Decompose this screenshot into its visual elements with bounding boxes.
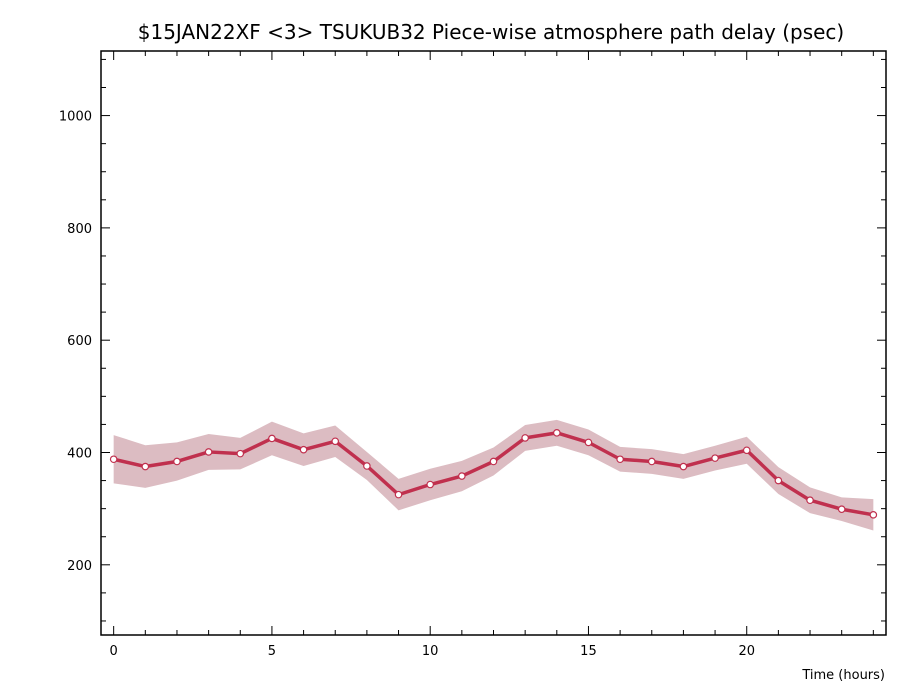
x-tick-label: 10 xyxy=(422,644,439,659)
data-point xyxy=(647,457,656,466)
data-point xyxy=(584,438,593,447)
plot-frame xyxy=(100,50,887,636)
error-band xyxy=(113,419,874,531)
data-point-layer xyxy=(109,429,878,519)
x-tick-label: 0 xyxy=(110,644,118,659)
data-point xyxy=(363,462,371,470)
data-point xyxy=(268,434,276,443)
data-point xyxy=(394,490,403,499)
data-point xyxy=(331,437,340,446)
data-point xyxy=(109,455,118,464)
data-point xyxy=(426,480,434,489)
data-point xyxy=(299,445,308,454)
axis-ticks: 0 5 10 15 20 200 400 600 800 1000 xyxy=(59,51,886,659)
data-point xyxy=(236,449,245,458)
data-point xyxy=(458,472,466,480)
y-tick-label: 600 xyxy=(67,334,92,349)
y-tick-label: 200 xyxy=(67,559,92,574)
x-tick-label: 15 xyxy=(580,644,597,659)
y-tick-label: 1000 xyxy=(59,110,92,125)
y-tick-label: 400 xyxy=(67,447,92,462)
data-point xyxy=(869,511,878,519)
data-point xyxy=(616,455,624,464)
data-point xyxy=(806,496,814,505)
data-point xyxy=(521,434,529,442)
data-point xyxy=(711,454,719,462)
chart-title: $15JAN22XF <3> TSUKUB32 Piece-wise atmos… xyxy=(138,20,844,44)
x-tick-label: 5 xyxy=(268,644,276,659)
data-point xyxy=(742,446,751,455)
x-tick-label: 20 xyxy=(738,644,755,659)
data-point xyxy=(553,429,561,437)
data-point xyxy=(173,457,181,466)
y-tick-label: 800 xyxy=(67,222,92,237)
error-band-layer xyxy=(113,419,874,531)
data-point xyxy=(489,457,498,466)
data-point xyxy=(141,462,150,471)
data-point xyxy=(837,505,846,514)
data-point xyxy=(679,462,688,471)
data-point xyxy=(774,476,783,485)
data-point xyxy=(204,448,213,456)
x-axis-label: Time (hours) xyxy=(801,668,885,683)
